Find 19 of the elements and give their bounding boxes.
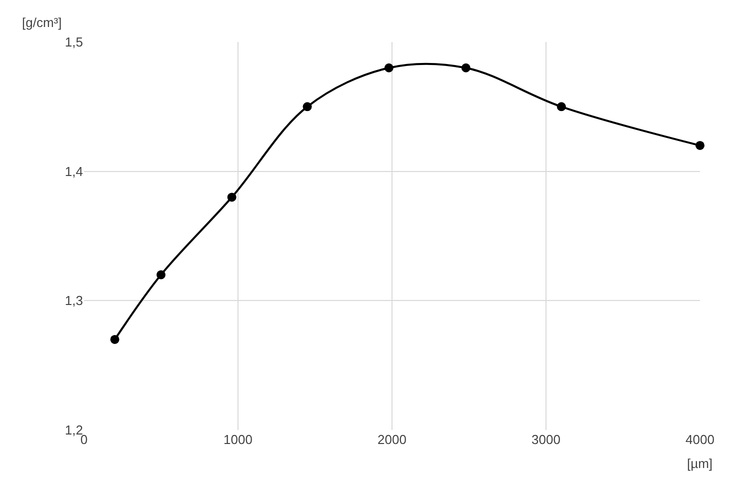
x-tick-label: 1000 — [224, 432, 252, 447]
y-axis-title: [g/cm³] — [22, 15, 62, 30]
point — [384, 63, 394, 72]
x-tick-label: 2000 — [378, 432, 406, 447]
y-tick-label: 1,4 — [64, 164, 83, 179]
y-tick-label: 1,2 — [64, 422, 83, 438]
point — [461, 63, 470, 72]
x-tick-label: 3000 — [532, 432, 560, 447]
point — [302, 102, 312, 112]
point — [227, 192, 236, 202]
y-tick-label: 1,5 — [64, 34, 83, 50]
y-tick-label: 1,3 — [64, 293, 83, 308]
point — [696, 140, 704, 150]
x-tick-label: 4000 — [686, 432, 714, 447]
point — [556, 102, 566, 112]
x-axis-title: [µm] — [687, 456, 713, 471]
x-tick-label: 0 — [80, 432, 88, 447]
point — [110, 334, 120, 344]
point — [156, 270, 166, 280]
